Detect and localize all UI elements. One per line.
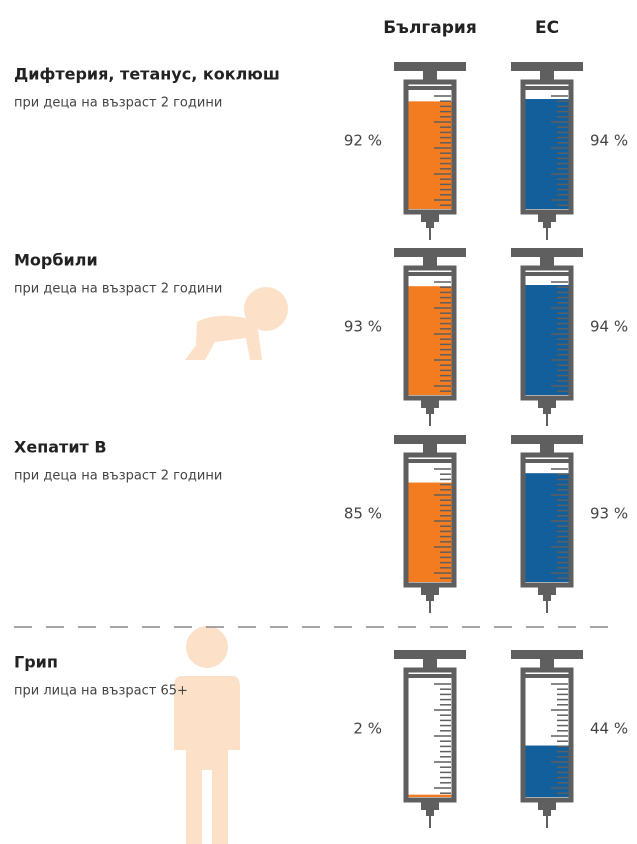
plunger-cap bbox=[394, 435, 466, 444]
value-label: 94 % bbox=[590, 132, 628, 150]
row-title: Морбили bbox=[14, 251, 98, 270]
plunger-cap bbox=[394, 248, 466, 257]
plunger-cap bbox=[511, 248, 583, 257]
hub bbox=[543, 595, 551, 601]
fill-level bbox=[525, 99, 569, 209]
plunger-head bbox=[525, 674, 569, 678]
fill-level bbox=[525, 473, 569, 582]
neck bbox=[421, 800, 439, 810]
plunger-head bbox=[408, 459, 452, 463]
row-subtitle: при лица на възраст 65+ bbox=[14, 684, 188, 699]
value-label: 92 % bbox=[344, 132, 382, 150]
column-header: ЕС bbox=[535, 18, 559, 38]
plunger-cap bbox=[394, 650, 466, 659]
plunger-cap bbox=[511, 435, 583, 444]
value-label: 2 % bbox=[353, 720, 382, 738]
hub bbox=[543, 810, 551, 816]
fill-level bbox=[525, 285, 569, 395]
column-header: България bbox=[383, 18, 477, 38]
hub bbox=[426, 810, 434, 816]
value-label: 93 % bbox=[344, 318, 382, 336]
row-subtitle: при деца на възраст 2 години bbox=[14, 469, 222, 484]
fill-level bbox=[408, 482, 452, 582]
plunger-cap bbox=[394, 62, 466, 71]
hub bbox=[543, 408, 551, 414]
neck bbox=[538, 585, 556, 595]
row-title: Дифтерия, тетанус, коклюш bbox=[14, 65, 280, 84]
decor-icons bbox=[174, 287, 288, 844]
fill-level bbox=[525, 745, 569, 797]
neck bbox=[421, 398, 439, 408]
value-label: 93 % bbox=[590, 505, 628, 523]
plunger-head bbox=[525, 459, 569, 463]
fill-level bbox=[408, 794, 452, 797]
fill-level bbox=[408, 101, 452, 209]
neck bbox=[538, 212, 556, 222]
hub bbox=[426, 222, 434, 228]
plunger-head bbox=[408, 674, 452, 678]
neck bbox=[538, 398, 556, 408]
fill-level bbox=[408, 286, 452, 395]
neck bbox=[538, 800, 556, 810]
row-title: Хепатит В bbox=[14, 438, 107, 457]
plunger-head bbox=[408, 86, 452, 90]
row-subtitle: при деца на възраст 2 години bbox=[14, 282, 222, 297]
neck bbox=[421, 585, 439, 595]
value-label: 44 % bbox=[590, 720, 628, 738]
value-label: 94 % bbox=[590, 318, 628, 336]
neck bbox=[421, 212, 439, 222]
plunger-head bbox=[525, 86, 569, 90]
hub bbox=[426, 408, 434, 414]
plunger-head bbox=[525, 272, 569, 276]
row-subtitle: при деца на възраст 2 години bbox=[14, 96, 222, 111]
plunger-cap bbox=[511, 650, 583, 659]
plunger-head bbox=[408, 272, 452, 276]
plunger-cap bbox=[511, 62, 583, 71]
value-label: 85 % bbox=[344, 505, 382, 523]
row-title: Грип bbox=[14, 653, 58, 672]
hub bbox=[426, 595, 434, 601]
hub bbox=[543, 222, 551, 228]
